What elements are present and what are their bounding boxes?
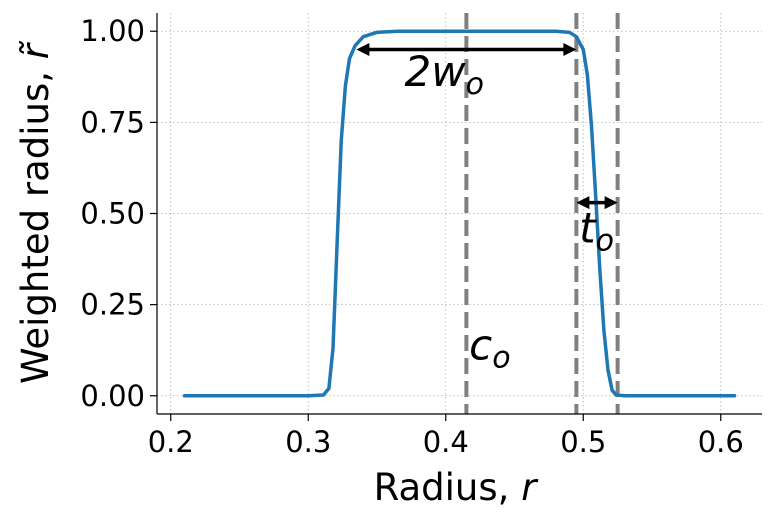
annotation-label: 2wo: [405, 47, 484, 102]
x-tick-label: 0.4: [423, 425, 469, 459]
y-tick-label: 0.00: [80, 379, 145, 413]
annotation-label: co: [469, 320, 510, 375]
annotation-subscript: o: [466, 67, 484, 102]
x-axis-label: Radius, r: [374, 466, 540, 509]
annotation-subscript: o: [492, 340, 510, 375]
tick-layer: 0.2 0.3 0.4 0.5 0.6 0.00 0.25 0.50 0.75 1.00: [80, 14, 743, 459]
annotation-subscript: o: [596, 224, 614, 259]
x-tick-label: 0.2: [148, 425, 194, 459]
arrow-head-right: [563, 42, 577, 56]
x-tick-label: 0.5: [560, 425, 606, 459]
double-arrow: [576, 196, 618, 210]
y-axis-label: Weighted radius, r̃: [14, 40, 57, 384]
annotation-label: to: [579, 204, 614, 259]
y-tick-label: 0.75: [80, 105, 145, 139]
arrow-head-left: [356, 42, 370, 56]
x-axis-variable: r: [521, 466, 539, 509]
arrow-layer: [356, 42, 618, 210]
annotation-base: c: [469, 320, 492, 369]
x-tick-label: 0.6: [698, 425, 744, 459]
series-line: [182, 29, 737, 398]
y-axis-variable: r̃: [14, 40, 57, 59]
reference-lines: [464, 13, 620, 414]
y-tick-label: 0.50: [80, 197, 145, 231]
annotation-base: 2w: [405, 47, 467, 96]
annotation-base: t: [579, 204, 597, 253]
y-tick-label: 0.25: [80, 288, 145, 322]
arrow-head-left: [576, 196, 590, 210]
y-tick-label: 1.00: [80, 14, 145, 48]
arrow-head-right: [604, 196, 618, 210]
double-arrow: [356, 42, 577, 56]
x-tick-label: 0.3: [285, 425, 331, 459]
series-layer: [182, 29, 737, 398]
